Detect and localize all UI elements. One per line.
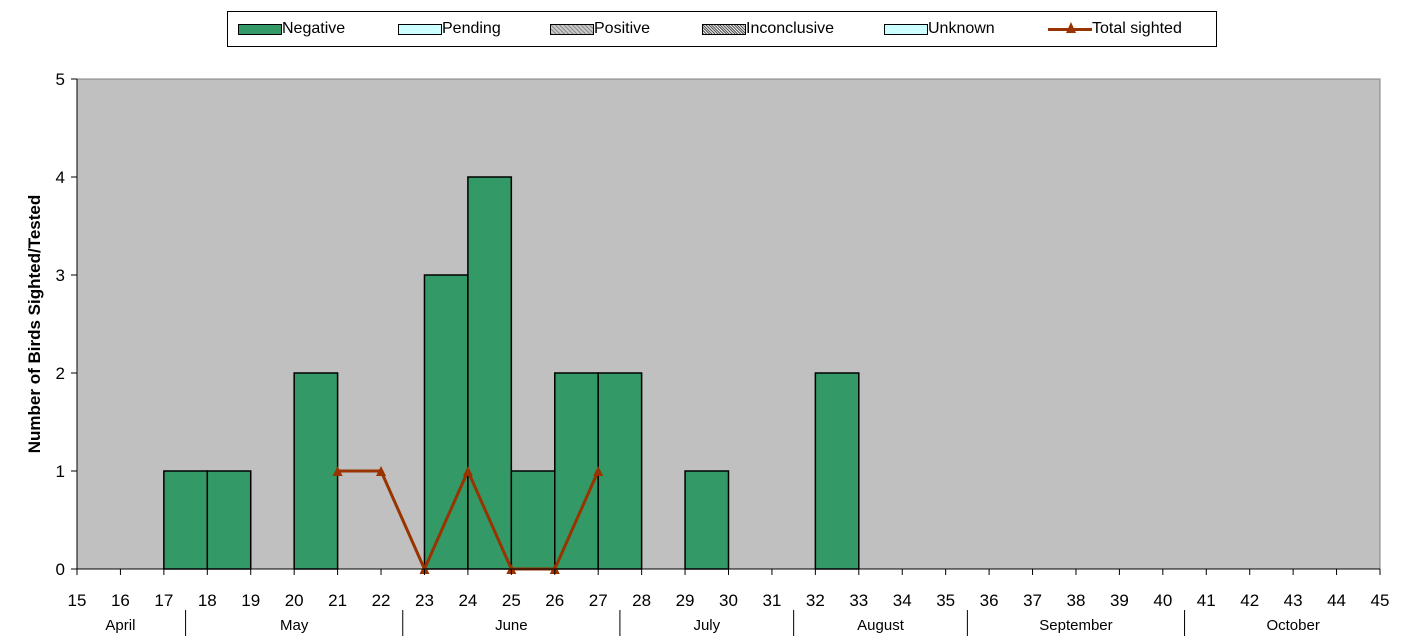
bar-negative-week-24 bbox=[423, 274, 469, 570]
chart-legend: Negative Pending Positive Inconclusive U… bbox=[227, 11, 1217, 47]
legend-label-positive: Positive bbox=[594, 20, 651, 37]
x-tick-label: 37 bbox=[1023, 591, 1042, 610]
y-tick-label: 4 bbox=[56, 168, 65, 187]
x-tick-label: 19 bbox=[241, 591, 260, 610]
bar-negative-week-25 bbox=[467, 176, 513, 570]
month-label: August bbox=[857, 617, 905, 634]
y-tick-label: 0 bbox=[56, 560, 65, 579]
x-tick-label: 16 bbox=[111, 591, 130, 610]
legend-swatch-pending bbox=[398, 23, 442, 35]
bar-negative-week-27 bbox=[554, 372, 599, 570]
x-tick-label: 20 bbox=[285, 591, 304, 610]
x-tick-label: 44 bbox=[1327, 591, 1346, 610]
x-tick-label: 34 bbox=[893, 591, 912, 610]
marker-total-sighted-week-22 bbox=[376, 466, 387, 476]
legend-item-unknown: Unknown bbox=[884, 20, 995, 38]
x-tick-label: 27 bbox=[589, 591, 608, 610]
x-tick-label: 18 bbox=[198, 591, 217, 610]
x-tick-label: 40 bbox=[1153, 591, 1172, 610]
x-tick-label: 25 bbox=[502, 591, 521, 610]
legend-item-negative: Negative bbox=[238, 20, 345, 38]
legend-label-total-sighted: Total sighted bbox=[1092, 20, 1182, 37]
x-tick-label: 32 bbox=[806, 591, 825, 610]
marker-total-sighted-week-27 bbox=[593, 466, 604, 476]
bar-negative-week-33 bbox=[814, 372, 860, 570]
y-axis-title: Number of Birds Sighted/Tested bbox=[25, 195, 44, 454]
bar-negative-week-18 bbox=[163, 470, 209, 570]
x-tick-label: 38 bbox=[1067, 591, 1086, 610]
x-tick-label: 45 bbox=[1371, 591, 1390, 610]
month-label: October bbox=[1266, 617, 1319, 634]
y-tick-label: 2 bbox=[56, 364, 65, 383]
legend-label-pending: Pending bbox=[442, 20, 501, 37]
y-tick-label: 1 bbox=[56, 462, 65, 481]
x-tick-label: 43 bbox=[1284, 591, 1303, 610]
month-label: May bbox=[280, 617, 309, 634]
x-tick-label: 21 bbox=[328, 591, 347, 610]
x-tick-label: 24 bbox=[458, 591, 477, 610]
x-tick-label: 15 bbox=[68, 591, 87, 610]
x-tick-label: 22 bbox=[372, 591, 391, 610]
legend-swatch-positive bbox=[550, 23, 594, 35]
x-tick-label: 35 bbox=[936, 591, 955, 610]
y-tick-label: 3 bbox=[56, 266, 65, 285]
x-tick-label: 41 bbox=[1197, 591, 1216, 610]
legend-item-pending: Pending bbox=[398, 20, 501, 38]
legend-item-positive: Positive bbox=[550, 20, 650, 38]
bar-negative-week-19 bbox=[206, 470, 252, 570]
legend-label-inconclusive: Inconclusive bbox=[746, 20, 835, 37]
month-label: July bbox=[693, 617, 720, 634]
x-tick-label: 33 bbox=[849, 591, 868, 610]
bar-negative-week-26 bbox=[510, 470, 556, 570]
x-tick-label: 17 bbox=[154, 591, 173, 610]
marker-total-sighted-week-24 bbox=[462, 466, 473, 476]
x-tick-label: 31 bbox=[762, 591, 781, 610]
bar-negative-week-28 bbox=[597, 372, 643, 570]
x-tick-label: 42 bbox=[1240, 591, 1259, 610]
x-tick-label: 26 bbox=[545, 591, 564, 610]
bar-negative-week-30 bbox=[684, 470, 730, 570]
marker-total-sighted-week-21 bbox=[332, 466, 343, 476]
y-tick-label: 5 bbox=[56, 70, 65, 89]
legend-label-unknown: Unknown bbox=[928, 20, 995, 37]
legend-label-negative: Negative bbox=[282, 20, 346, 37]
legend-swatch-negative bbox=[238, 23, 282, 35]
month-label: September bbox=[1039, 617, 1112, 634]
x-tick-label: 36 bbox=[980, 591, 999, 610]
month-label: June bbox=[495, 617, 528, 634]
x-tick-label: 28 bbox=[632, 591, 651, 610]
x-tick-label: 29 bbox=[676, 591, 695, 610]
x-tick-label: 23 bbox=[415, 591, 434, 610]
legend-swatch-unknown bbox=[884, 23, 928, 35]
legend-line-total-sighted bbox=[1048, 22, 1092, 36]
month-label: April bbox=[105, 617, 135, 634]
legend-swatch-inconclusive bbox=[702, 23, 746, 35]
legend-item-total-sighted: Total sighted bbox=[1048, 20, 1182, 38]
legend-item-inconclusive: Inconclusive bbox=[702, 20, 834, 38]
x-tick-label: 30 bbox=[719, 591, 738, 610]
bars-layer bbox=[163, 176, 860, 570]
bar-negative-week-21 bbox=[293, 372, 339, 570]
x-tick-label: 39 bbox=[1110, 591, 1129, 610]
